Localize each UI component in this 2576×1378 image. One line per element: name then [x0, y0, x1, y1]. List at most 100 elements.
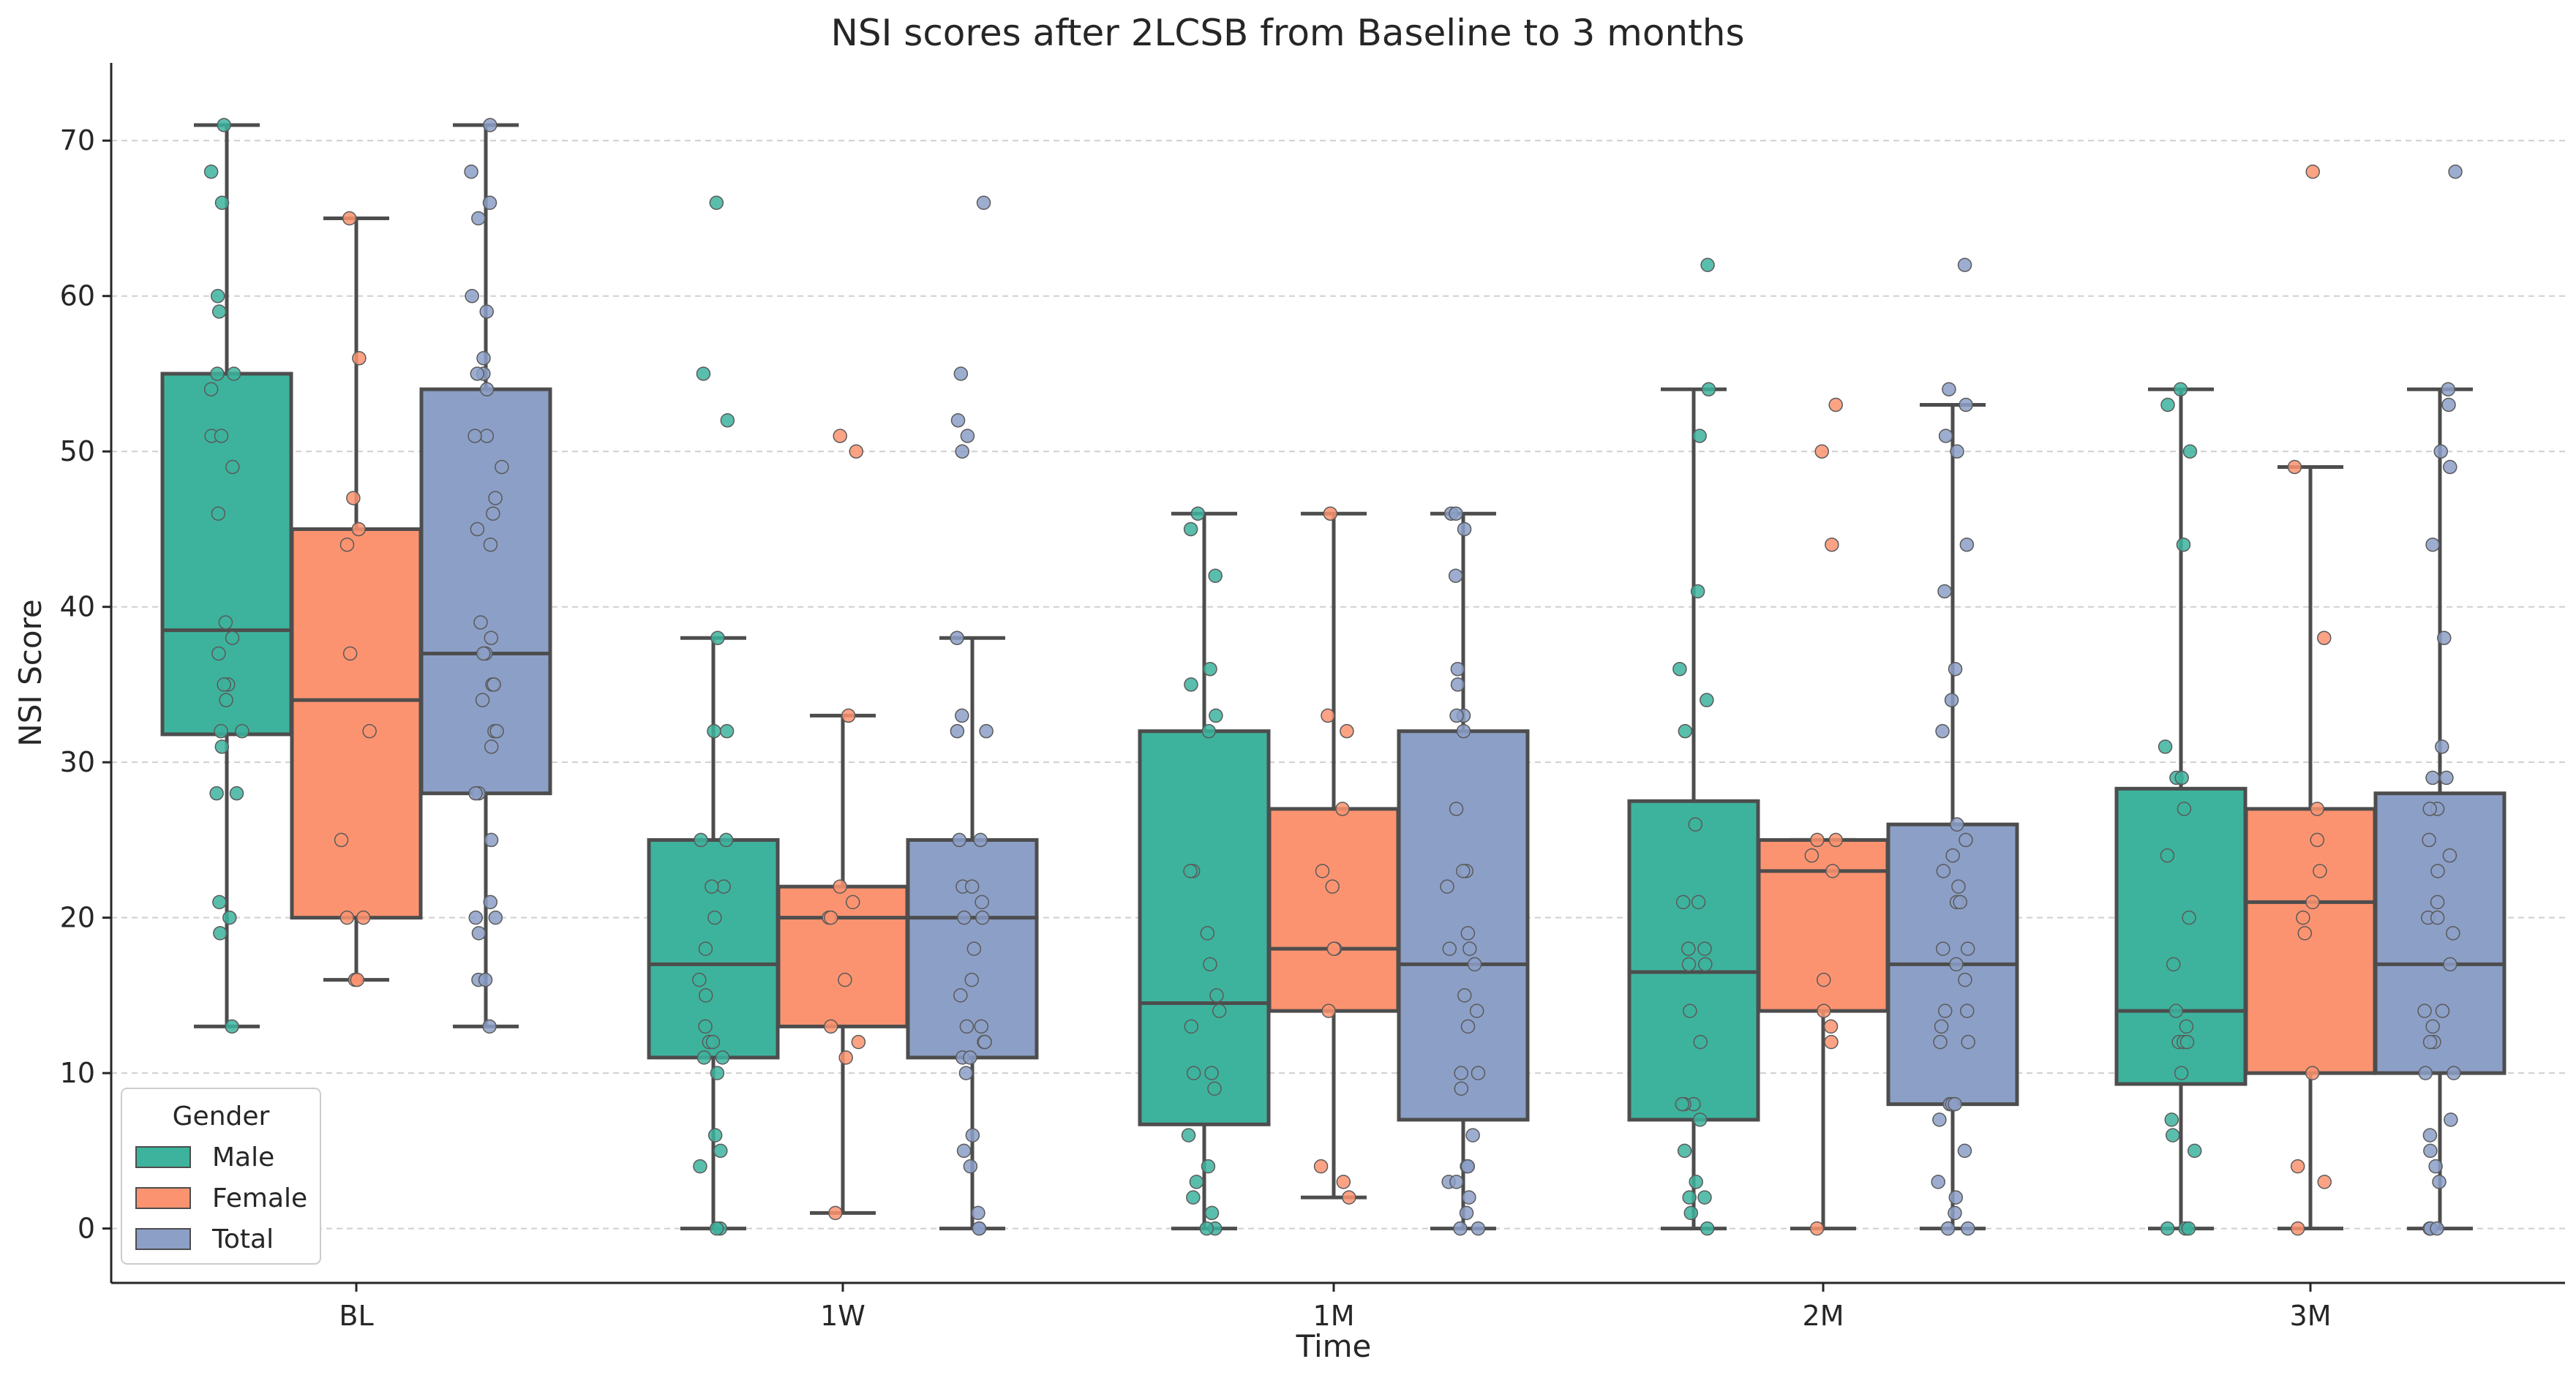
point-male-3m-22 [2160, 1221, 2175, 1236]
point-male-bl-4 [211, 304, 227, 319]
point-male-1w-8 [716, 879, 731, 894]
x-tick-label-BL: BL [339, 1300, 373, 1332]
point-female-bl-2 [346, 491, 361, 505]
point-male-1m-6 [1201, 723, 1216, 739]
point-total-bl-15 [470, 522, 485, 537]
point-male-1w-12 [692, 972, 707, 987]
point-total-bl-10 [479, 429, 495, 443]
point-female-bl-8 [339, 910, 355, 925]
point-female-1w-7 [838, 972, 852, 987]
point-male-2m-5 [1700, 693, 1714, 707]
y-tick-label-60: 60 [60, 280, 95, 312]
point-female-1w-10 [838, 1050, 853, 1065]
point-total-1w-0 [976, 195, 991, 210]
point-total-bl-1 [464, 164, 478, 179]
point-total-3m-25 [2447, 1066, 2461, 1080]
point-total-bl-18 [484, 630, 499, 645]
point-male-bl-25 [213, 926, 228, 941]
point-total-1w-3 [960, 429, 975, 443]
point-total-3m-3 [2433, 444, 2448, 459]
point-male-1w-22 [693, 1159, 707, 1174]
point-female-1w-8 [823, 1019, 838, 1034]
point-male-bl-11 [211, 506, 226, 521]
point-female-3m-2 [2317, 630, 2332, 645]
point-total-bl-30 [483, 895, 497, 910]
point-total-bl-3 [471, 211, 486, 226]
point-total-bl-26 [484, 739, 499, 754]
point-female-1w-11 [828, 1205, 843, 1221]
legend-label-female: Female [212, 1183, 307, 1213]
point-total-1w-29 [971, 1205, 985, 1221]
x-tick-label-2M: 2M [1803, 1300, 1844, 1332]
point-total-1m-12 [1440, 879, 1454, 894]
point-male-1m-3 [1203, 661, 1217, 677]
point-female-bl-0 [342, 211, 357, 226]
point-male-2m-4 [1672, 661, 1687, 677]
point-female-1m-5 [1325, 879, 1340, 894]
point-male-1m-14 [1204, 1066, 1219, 1080]
point-male-2m-21 [1689, 1175, 1703, 1189]
point-male-1m-20 [1186, 1190, 1201, 1205]
point-total-2m-8 [1944, 693, 1959, 707]
x-tick-label-1W: 1W [820, 1300, 865, 1332]
point-male-2m-12 [1698, 957, 1713, 972]
point-male-3m-21 [2181, 1221, 2196, 1236]
point-male-1m-18 [1201, 1159, 1216, 1174]
point-total-bl-17 [473, 615, 488, 630]
point-male-3m-18 [2165, 1128, 2180, 1142]
point-total-1m-22 [1454, 1081, 1469, 1096]
box-female-bl [290, 527, 423, 920]
point-female-2m-6 [1825, 864, 1840, 878]
point-total-1w-26 [965, 1128, 980, 1142]
point-female-1m-9 [1313, 1159, 1329, 1174]
point-total-2m-28 [1948, 1096, 1962, 1112]
point-male-bl-7 [203, 382, 219, 396]
point-total-3m-30 [2428, 1159, 2443, 1174]
point-male-2m-24 [1683, 1205, 1699, 1221]
point-total-2m-33 [1948, 1205, 1962, 1221]
point-total-2m-29 [1932, 1112, 1947, 1127]
point-male-3m-6 [2174, 770, 2189, 786]
point-total-1m-16 [1467, 957, 1482, 972]
point-male-1w-17 [696, 1050, 712, 1065]
point-female-2m-10 [1824, 1034, 1839, 1050]
point-total-1m-7 [1449, 708, 1464, 723]
point-total-3m-14 [2430, 864, 2445, 878]
point-total-bl-13 [488, 491, 503, 505]
point-male-2m-11 [1681, 941, 1696, 956]
point-male-bl-22 [229, 786, 244, 801]
legend: Gender Male Female Total [121, 1088, 321, 1265]
point-male-2m-1 [1701, 382, 1716, 396]
point-male-1w-9 [705, 879, 719, 894]
point-total-2m-24 [1961, 1034, 1975, 1050]
point-male-bl-24 [222, 910, 237, 925]
point-male-bl-10 [225, 459, 240, 475]
point-male-1w-2 [720, 413, 735, 428]
y-tick-label-50: 50 [60, 435, 95, 467]
point-total-2m-11 [1959, 832, 1973, 848]
point-male-bl-16 [217, 677, 231, 692]
point-total-2m-6 [1937, 584, 1952, 599]
point-total-3m-18 [2446, 926, 2460, 941]
point-male-1m-10 [1203, 957, 1217, 972]
point-male-1m-12 [1212, 1004, 1227, 1018]
point-male-1w-13 [698, 988, 713, 1003]
point-total-1m-21 [1471, 1066, 1486, 1080]
point-male-1w-20 [707, 1128, 723, 1142]
point-total-1w-15 [975, 910, 990, 925]
point-female-3m-5 [2313, 864, 2327, 878]
point-female-2m-2 [1825, 537, 1839, 552]
point-male-1m-19 [1189, 1175, 1204, 1189]
point-female-1w-0 [833, 429, 848, 443]
point-female-1w-1 [849, 444, 864, 459]
point-total-bl-8 [470, 366, 485, 381]
point-female-1m-8 [1321, 1004, 1336, 1018]
y-tick-label-0: 0 [78, 1213, 95, 1245]
point-male-3m-16 [2174, 1066, 2189, 1080]
point-total-1m-30 [1453, 1221, 1468, 1236]
point-male-1m-17 [1181, 1128, 1196, 1142]
point-total-2m-35 [1940, 1221, 1956, 1236]
point-male-2m-22 [1682, 1190, 1697, 1205]
point-male-bl-1 [203, 164, 219, 179]
